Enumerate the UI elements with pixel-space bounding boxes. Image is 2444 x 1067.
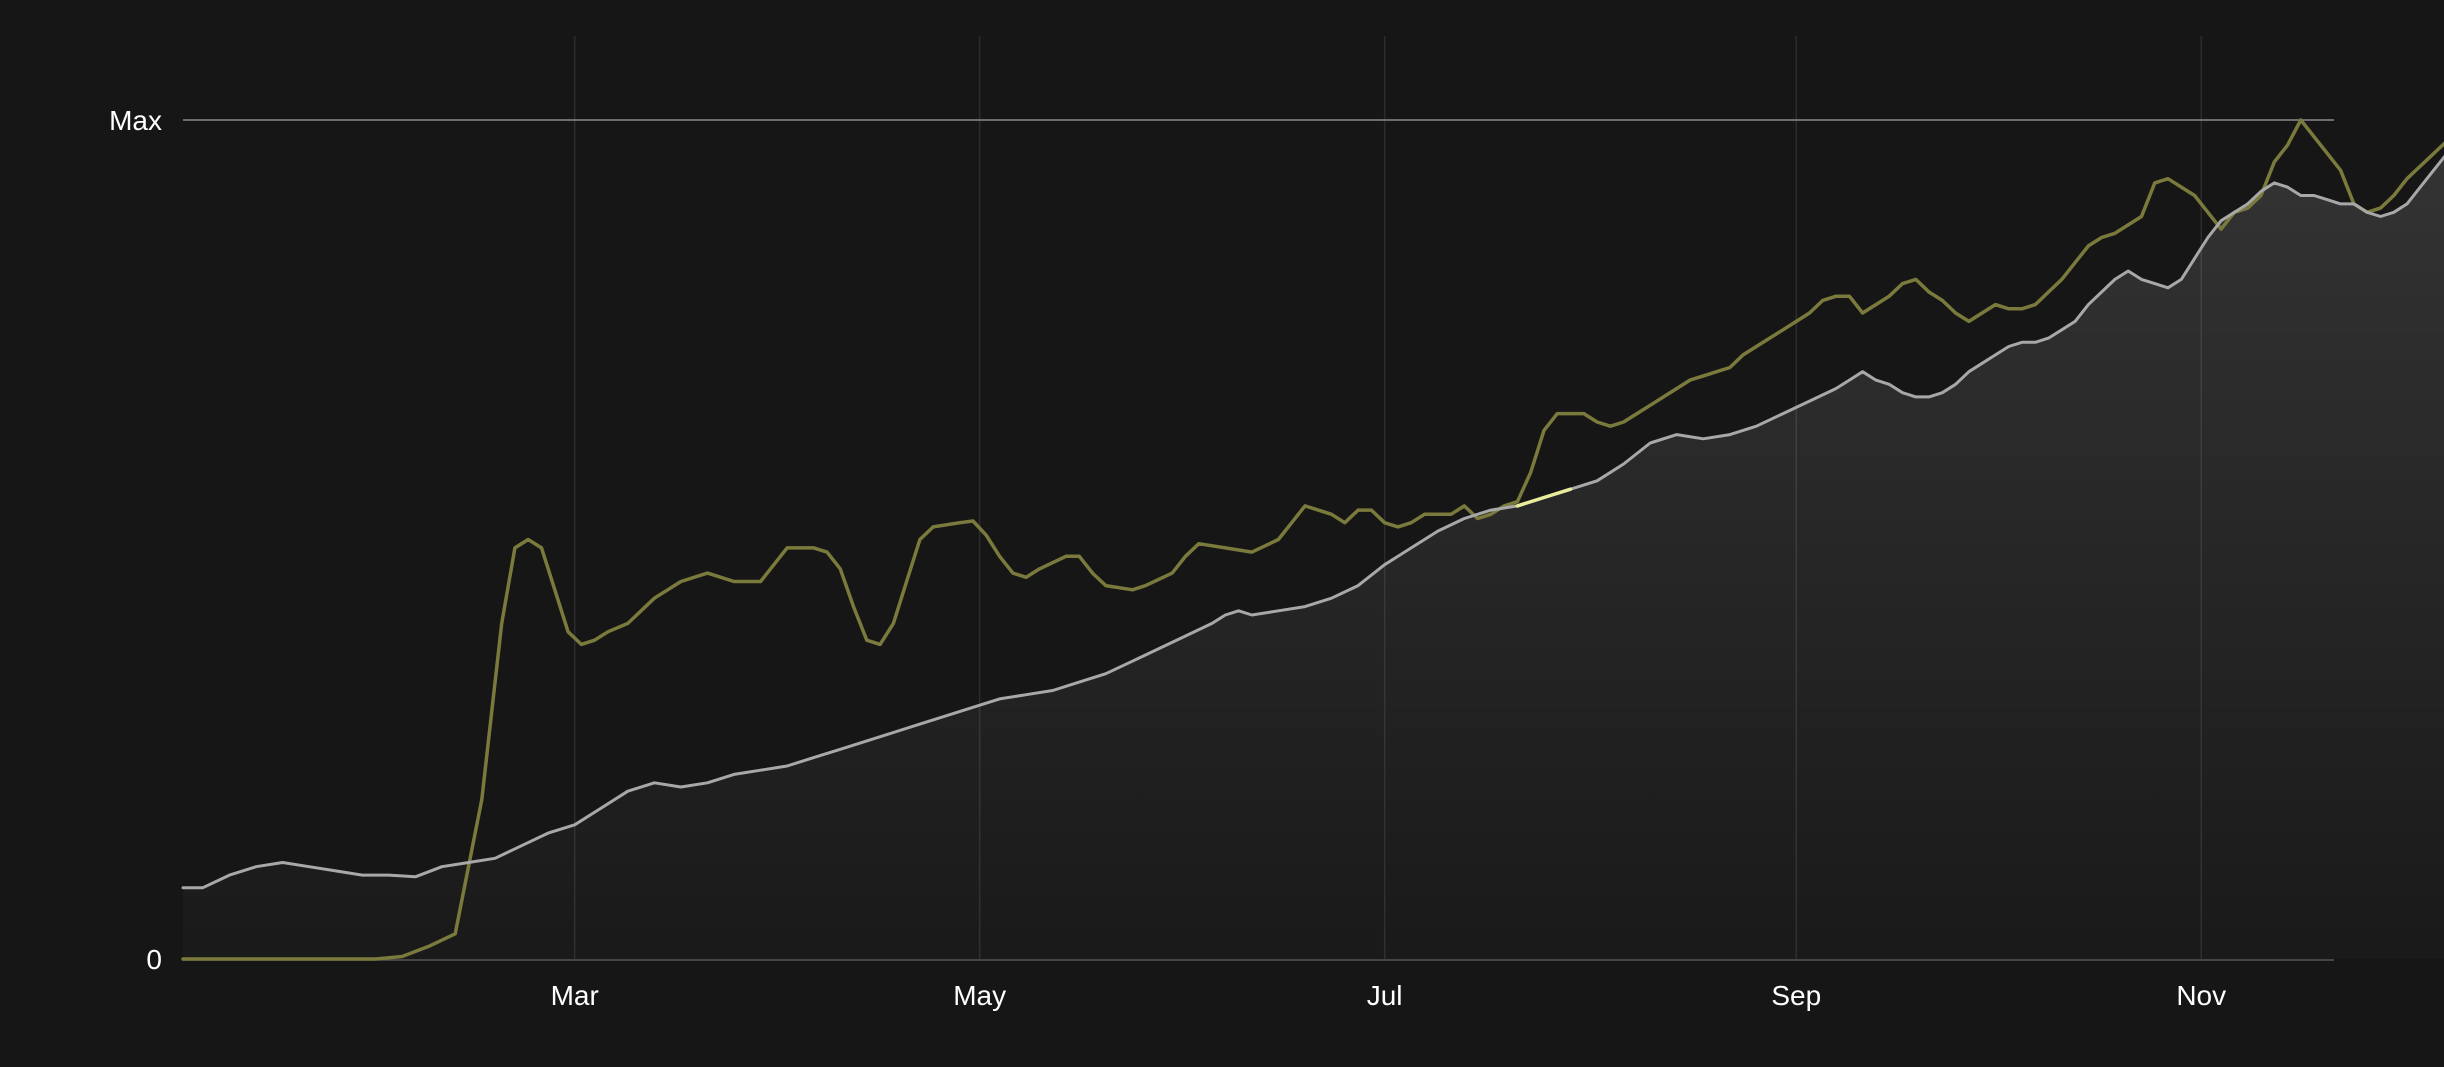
- gray-series-area-fill: [183, 157, 2444, 959]
- x-tick-label: May: [953, 980, 1006, 1011]
- olive-series-line: [181, 118, 2444, 961]
- y-tick-label-max: Max: [109, 105, 162, 136]
- gray-series-line: [181, 154, 2444, 890]
- overlap-highlight-segment: [1515, 487, 1573, 508]
- x-tick-label: Mar: [551, 980, 599, 1011]
- y-tick-label-zero: 0: [146, 944, 162, 975]
- x-tick-label: Sep: [1771, 980, 1821, 1011]
- x-tick-label: Jul: [1367, 980, 1403, 1011]
- x-tick-label: Nov: [2176, 980, 2226, 1011]
- axis-labels: Max 0 Mar May Jul Sep Nov: [109, 105, 2226, 1011]
